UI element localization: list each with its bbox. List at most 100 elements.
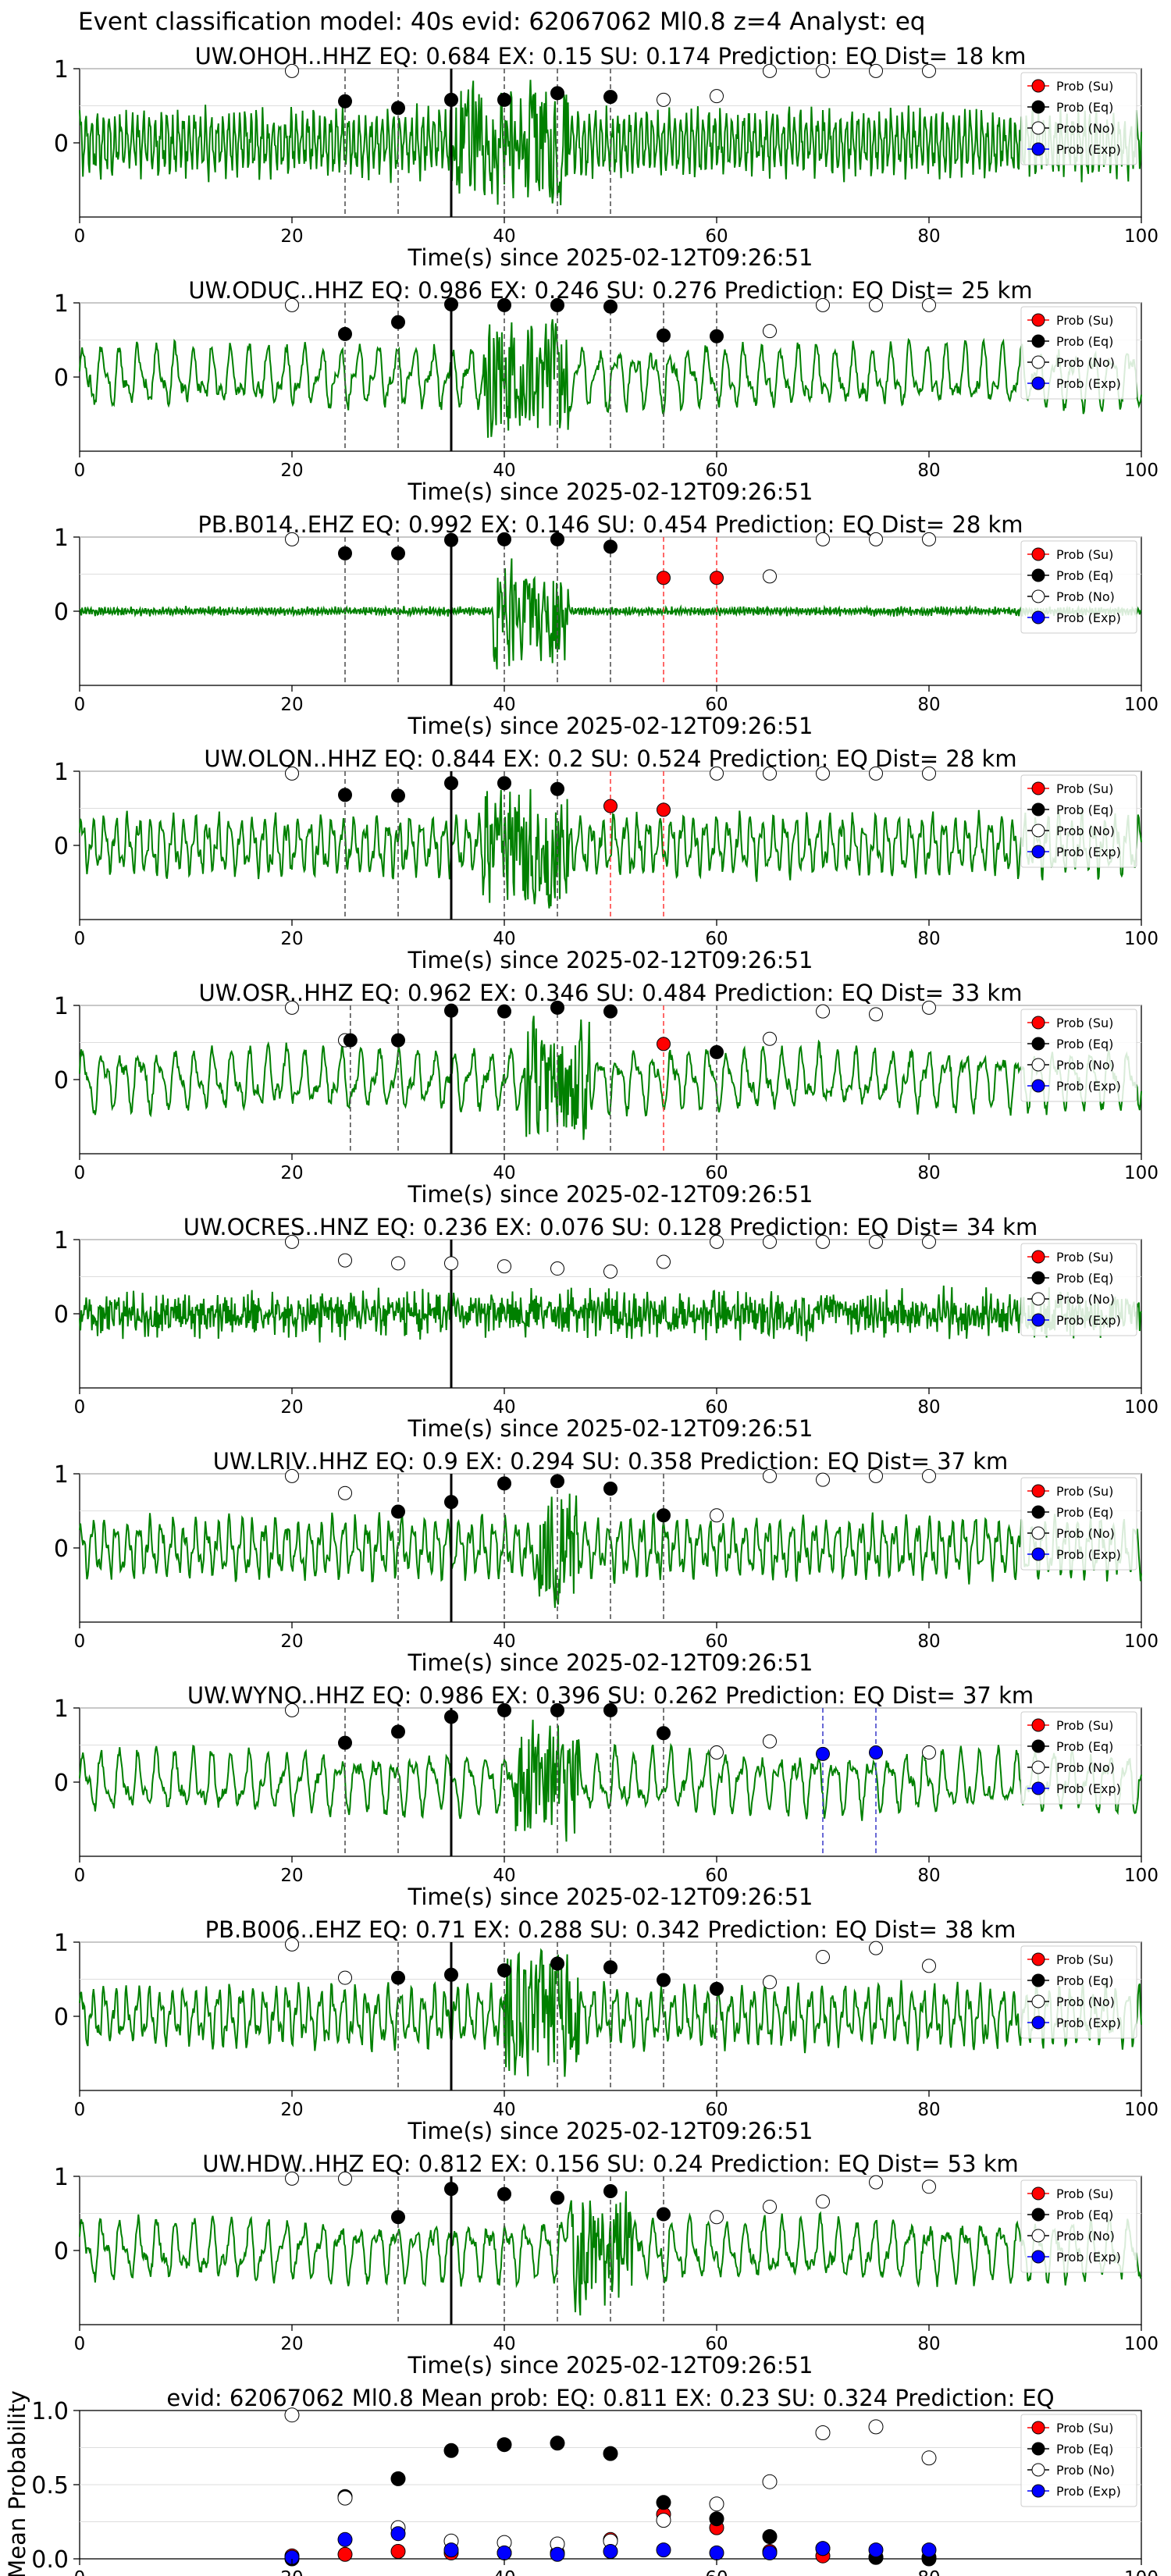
legend-marker-exp bbox=[1031, 2016, 1045, 2030]
y-tick-label: 1 bbox=[54, 1930, 69, 1957]
prob-point-no bbox=[285, 1468, 299, 1483]
prob-point-no bbox=[869, 1468, 883, 1483]
prob-point-no bbox=[816, 1234, 830, 1249]
chart-title: UW.OCRES..HNZ EQ: 0.236 EX: 0.076 SU: 0.… bbox=[183, 1214, 1038, 1240]
prob-point-eq bbox=[497, 532, 511, 546]
x-tick-label: 60 bbox=[705, 2334, 728, 2354]
y-tick-label: 0 bbox=[54, 833, 69, 860]
x-tick-label: 80 bbox=[917, 1866, 940, 1886]
prob-point-no bbox=[285, 532, 299, 546]
prob-point-su bbox=[657, 802, 671, 817]
legend-label-exp: Prob (Exp) bbox=[1056, 1781, 1121, 1796]
prob-point-no bbox=[816, 1472, 830, 1487]
x-tick-label: 60 bbox=[705, 929, 728, 949]
x-tick-label: 80 bbox=[917, 1163, 940, 1183]
legend-box bbox=[1020, 540, 1137, 634]
prob-point-eq bbox=[391, 101, 405, 116]
chart-title: UW.OSR..HHZ EQ: 0.962 EX: 0.346 SU: 0.48… bbox=[199, 980, 1023, 1006]
prob-point-no bbox=[657, 1254, 671, 1269]
legend-marker-exp bbox=[1031, 142, 1045, 156]
prob-point-eq bbox=[444, 297, 458, 311]
mean-point-no bbox=[284, 2407, 300, 2423]
x-tick-label: 80 bbox=[917, 695, 940, 715]
legend-label-su: Prob (Su) bbox=[1056, 2421, 1113, 2435]
mean-point-exp bbox=[390, 2526, 406, 2542]
prob-point-eq bbox=[391, 1504, 405, 1519]
prob-point-eq bbox=[657, 2207, 671, 2222]
legend-marker-exp bbox=[1031, 2250, 1045, 2264]
prob-point-eq bbox=[444, 92, 458, 107]
x-tick-label: 20 bbox=[280, 1866, 303, 1886]
prob-point-no bbox=[763, 2199, 777, 2214]
prob-point-eq bbox=[444, 1495, 458, 1510]
prob-point-eq bbox=[444, 532, 458, 547]
prob-point-eq bbox=[657, 1973, 671, 1987]
legend-label-eq: Prob (Eq) bbox=[1056, 568, 1113, 583]
legend-box bbox=[1020, 1477, 1137, 1571]
y-tick-label: 0 bbox=[54, 1067, 69, 1094]
legend-label-exp: Prob (Exp) bbox=[1056, 1079, 1121, 1094]
prob-point-no bbox=[710, 89, 724, 104]
legend-label-su: Prob (Su) bbox=[1056, 313, 1113, 328]
prob-point-no bbox=[338, 1485, 352, 1500]
x-tick-label: 0 bbox=[74, 1866, 86, 1886]
prob-point-eq bbox=[603, 539, 618, 554]
legend-label-exp: Prob (Exp) bbox=[1056, 2484, 1121, 2499]
x-tick-label: 20 bbox=[280, 1397, 303, 1418]
prob-point-no bbox=[816, 297, 830, 312]
y-tick-label: 0 bbox=[54, 365, 69, 392]
prob-point-no bbox=[816, 2194, 830, 2209]
x-tick-label: 60 bbox=[705, 1631, 728, 1652]
x-tick-label: 0 bbox=[74, 1397, 86, 1418]
legend-label-eq: Prob (Eq) bbox=[1056, 1973, 1113, 1988]
mean-point-eq bbox=[656, 2495, 671, 2510]
y-tick-label: 1 bbox=[54, 2164, 69, 2191]
legend-box bbox=[1020, 1243, 1137, 1336]
prob-point-no bbox=[922, 1959, 936, 1973]
prob-point-no bbox=[285, 1000, 299, 1015]
legend-marker-exp bbox=[1031, 2484, 1045, 2498]
x-tick-label: 100 bbox=[1124, 1397, 1159, 1418]
prob-point-no bbox=[763, 1468, 777, 1483]
x-tick-label: 60 bbox=[705, 2568, 728, 2576]
x-tick-label: 80 bbox=[917, 2568, 940, 2576]
legend-label-eq: Prob (Eq) bbox=[1056, 1037, 1113, 1051]
legend-marker-eq bbox=[1031, 1973, 1045, 1987]
x-tick-label: 100 bbox=[1124, 1163, 1159, 1183]
x-tick-label: 20 bbox=[280, 2100, 303, 2120]
prob-point-exp bbox=[816, 1746, 830, 1761]
prob-point-eq bbox=[550, 1000, 564, 1015]
legend-marker-no bbox=[1031, 589, 1045, 603]
x-tick-label: 100 bbox=[1124, 695, 1159, 715]
x-axis-label: Time(s) since 2025-02-12T09:26:51 bbox=[408, 1884, 813, 1910]
prob-point-eq bbox=[710, 1044, 724, 1059]
x-tick-label: 40 bbox=[493, 1163, 515, 1183]
x-tick-label: 0 bbox=[74, 1163, 86, 1183]
prob-point-eq bbox=[550, 297, 564, 312]
prob-point-no bbox=[285, 766, 299, 781]
prob-point-no bbox=[763, 1975, 777, 1990]
prob-point-eq bbox=[391, 1033, 405, 1048]
prob-point-eq bbox=[710, 1981, 724, 1996]
prob-point-no bbox=[285, 1703, 299, 1717]
mean-point-exp bbox=[497, 2545, 512, 2560]
legend-label-eq: Prob (Eq) bbox=[1056, 1505, 1113, 1520]
prob-point-eq bbox=[497, 1004, 511, 1019]
legend-box bbox=[1020, 306, 1137, 400]
chart-title: evid: 62067062 Ml0.8 Mean prob: EQ: 0.81… bbox=[166, 2385, 1054, 2411]
prob-point-no bbox=[444, 1256, 458, 1271]
prob-point-eq bbox=[603, 2184, 618, 2198]
legend-label-eq: Prob (Eq) bbox=[1056, 334, 1113, 349]
legend-marker-no bbox=[1031, 121, 1045, 135]
x-tick-label: 100 bbox=[1124, 1866, 1159, 1886]
station-chart: UW.WYNO..HHZ EQ: 0.986 EX: 0.396 SU: 0.2… bbox=[54, 1682, 1159, 1910]
legend-marker-su bbox=[1031, 1250, 1045, 1264]
chart-title: PB.B006..EHZ EQ: 0.71 EX: 0.288 SU: 0.34… bbox=[205, 1916, 1016, 1943]
prob-point-eq bbox=[550, 86, 564, 101]
legend-marker-no bbox=[1031, 824, 1045, 838]
figure-title: Event classification model: 40s evid: 62… bbox=[78, 8, 925, 36]
legend-marker-no bbox=[1031, 1292, 1045, 1306]
legend-label-no: Prob (No) bbox=[1056, 1292, 1115, 1307]
prob-point-eq bbox=[444, 776, 458, 791]
